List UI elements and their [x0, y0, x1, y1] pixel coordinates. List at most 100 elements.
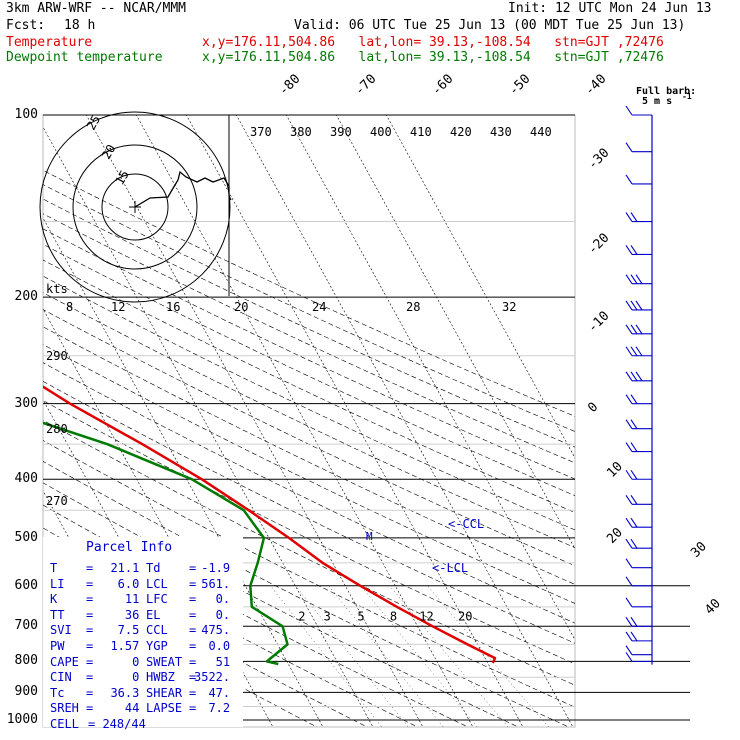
wind-barb-flag [630, 324, 638, 335]
wind-barb-flag [635, 300, 643, 311]
wind-barb-flag [630, 631, 638, 642]
hodograph: 25 20 15 kts 8 12 16 20 24 28 32 [39, 111, 516, 314]
wind-barb-flag [625, 442, 633, 452]
wind-barb-flag [630, 517, 638, 528]
isotherm-line [186, 115, 524, 727]
temperature-tick-label: -30 [585, 146, 612, 173]
parcel-label: T [50, 561, 58, 575]
isotherm-line [0, 87, 26, 733]
parcel-value: 7.5 [96, 623, 140, 638]
wind-barb-flag [625, 274, 633, 284]
parcel-label: SWEAT [146, 654, 183, 669]
dry-adiabat-line [43, 169, 575, 417]
temperature-tick-label: -70 [352, 72, 379, 99]
dry-adiabat-line [43, 259, 575, 513]
parcel-label: LCL [146, 576, 168, 591]
pressure-label: 800 [14, 653, 38, 669]
wind-barb-flag [630, 274, 638, 284]
parcel-value: 36.3 [96, 685, 140, 700]
parcel-value: = 248/44 [88, 717, 146, 731]
wind-barb-flag [625, 494, 633, 505]
dry-adiabat-line [43, 198, 575, 448]
parcel-value: 561. [194, 576, 231, 591]
mixing-ratio-label: 12 [419, 609, 433, 623]
dry-adiabat-line [43, 575, 318, 727]
mixing-ratio-label: 20 [458, 609, 472, 623]
parcel-label: YGP [146, 639, 168, 653]
forecast-label: Fcst: [6, 18, 46, 33]
parcel-label: HWBZ [146, 670, 175, 685]
theta-label: 390 [330, 125, 352, 139]
parcel-info-box [43, 537, 243, 727]
parcel-label: Tc [50, 685, 65, 700]
pressure-label: 100 [14, 107, 38, 122]
forecast-hour: 18 h [64, 18, 96, 33]
parcel-equals: = [86, 654, 94, 669]
temperature-tick-label: -50 [506, 72, 533, 99]
theta-label: 430 [490, 125, 512, 139]
init-time: Init: 12 UTC Mon 24 Jun 13 [508, 1, 712, 16]
parcel-equals: = [86, 623, 94, 638]
theta-label: 440 [530, 125, 552, 139]
parcel-value: 11 [96, 592, 140, 607]
theta-label: 380 [290, 125, 312, 139]
wind-barb-flag [630, 371, 638, 382]
parcel-equals: = [189, 701, 197, 716]
isotherm-line [236, 115, 574, 727]
wind-barb-flag [625, 558, 633, 568]
temperature-tick-label: -20 [585, 231, 612, 258]
mixing-ratio-label: 3 [324, 609, 331, 623]
temperature-tick-label: 30 [688, 539, 710, 561]
hodograph-ring [39, 111, 231, 303]
dry-adiabat-line [43, 275, 575, 531]
wind-barb-flag [625, 517, 633, 528]
wind-barb-flag [625, 142, 633, 153]
pressure-label: 600 [14, 577, 38, 593]
parcel-label: SREH [50, 701, 79, 716]
parcel-label: LAPSE [146, 701, 183, 716]
m-annotation: M [366, 530, 373, 543]
parcel-value: 0.0 [194, 639, 231, 653]
wind-barbs [625, 105, 653, 665]
wind-barb-flag [625, 538, 633, 549]
parcel-equals: = [189, 670, 197, 685]
wind-barb-flag [630, 346, 638, 357]
wind-barb-flag [625, 394, 633, 404]
hodograph-axis-label: 24 [312, 300, 326, 314]
isotherm-line [386, 115, 575, 459]
dry-adiabat-line [43, 440, 575, 708]
theta-e-label: 280 [46, 422, 68, 436]
wind-barb-flag [635, 274, 643, 284]
dry-adiabat-line [43, 527, 419, 727]
parcel-value: 44 [96, 701, 140, 716]
wind-barb-flag [625, 371, 633, 382]
dry-adiabat-line [43, 213, 575, 464]
parcel-value: 21.1 [96, 561, 140, 575]
parcel-value: 0. [194, 607, 231, 622]
wind-barb-flag [630, 442, 638, 452]
temperature-tick-label: -40 [582, 72, 609, 99]
temperature-tick-label: 0 [585, 400, 601, 416]
parcel-equals: = [189, 685, 197, 700]
guide-lines [0, 87, 575, 733]
parcel-value: 0 [96, 654, 140, 669]
isotherm-line [136, 115, 474, 727]
mixing-ratio-line [360, 585, 478, 727]
parcel-equals: = [86, 607, 94, 622]
dry-adiabat-line [43, 243, 575, 496]
hodograph-axis-label: 12 [111, 300, 125, 314]
parcel-label: LI [50, 576, 65, 591]
parcel-equals: = [86, 670, 94, 685]
parcel-label: PW [50, 639, 65, 653]
mixing-ratio-label: 8 [390, 609, 397, 623]
wind-barb-flag [635, 371, 643, 382]
wind-barb-flag [630, 394, 638, 404]
theta-label: 370 [250, 125, 272, 139]
parcel-equals: = [86, 592, 94, 607]
hodograph-axis-label: 8 [66, 300, 73, 314]
dry-adiabat-line [43, 400, 575, 665]
pressure-label: 1000 [6, 712, 38, 727]
theta-label: 400 [370, 125, 392, 139]
hodograph-ring-label: 15 [112, 168, 131, 188]
